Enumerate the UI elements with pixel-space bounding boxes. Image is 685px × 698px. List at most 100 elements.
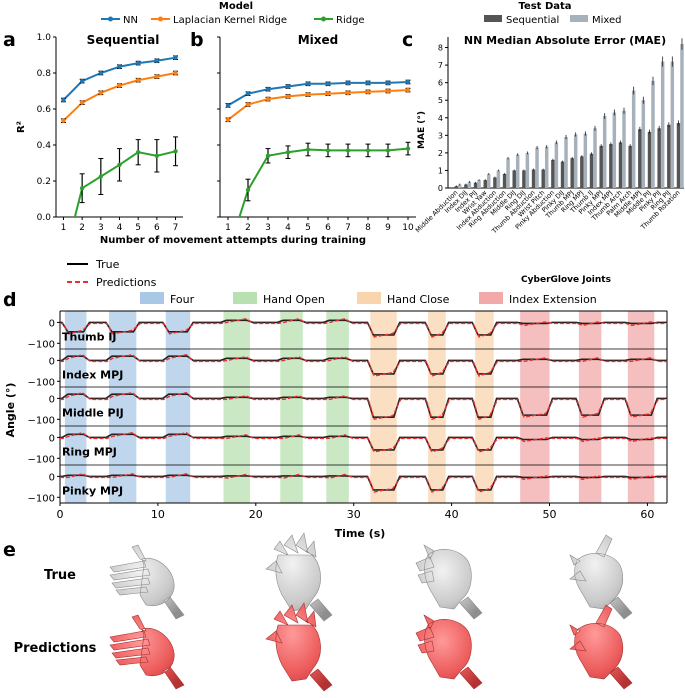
- data-point: [245, 91, 251, 96]
- x-tick-label: 5: [135, 223, 141, 233]
- bar-sequential: [560, 161, 565, 188]
- bar-mixed: [535, 147, 539, 188]
- bar-mixed: [660, 61, 665, 189]
- bar-mixed: [651, 80, 655, 188]
- legend-four-swatch: [140, 292, 164, 304]
- data-point: [385, 88, 391, 94]
- data-point: [405, 146, 411, 151]
- x-tick-label: 5: [305, 223, 311, 233]
- data-point: [135, 78, 141, 83]
- bar-mixed: [583, 133, 588, 188]
- data-point: [365, 89, 371, 95]
- bar-mixed: [641, 100, 646, 188]
- legend-true-label: True: [95, 258, 120, 271]
- y-tick-label: −100: [28, 377, 55, 388]
- data-point: [365, 148, 371, 153]
- bar-mixed: [602, 116, 607, 188]
- x-tick-label: 2: [245, 223, 251, 233]
- legend-index-swatch: [479, 292, 503, 304]
- data-point: [154, 153, 160, 158]
- prediction-trace: [60, 432, 667, 453]
- bar-sequential: [580, 156, 584, 188]
- legend-open-label: Hand Open: [263, 293, 325, 306]
- hand-pred-index: [569, 604, 633, 690]
- y-tick-label: 7: [438, 61, 443, 70]
- bar-sequential: [541, 169, 545, 188]
- joint-row-thumb-ij: 0 −100 Thumb IJ: [28, 318, 667, 350]
- data-point: [173, 149, 178, 154]
- gesture-span-hand-close: [370, 311, 397, 503]
- joint-label: Ring MPJ: [62, 446, 117, 459]
- series-laplacian-kernel-ridge: [225, 87, 411, 123]
- bar-sequential: [667, 124, 671, 188]
- bar-sequential: [493, 177, 497, 188]
- y-tick-label: 0: [49, 433, 55, 444]
- joint-label: Index MPJ: [62, 369, 123, 382]
- x-tick-label: 8: [365, 223, 371, 233]
- x-tick-label: 40: [445, 508, 459, 521]
- legend-ridge-marker: [321, 16, 326, 22]
- prediction-trace: [60, 391, 667, 421]
- bar-mixed: [525, 152, 530, 188]
- bar-sequential: [618, 142, 623, 188]
- x-tick-label: 10: [151, 508, 165, 521]
- row-label-true: True: [44, 568, 76, 583]
- legend-nn-label: NN: [123, 15, 138, 26]
- series-line: [227, 81, 409, 107]
- data-point: [225, 103, 231, 108]
- x-tick-label: 4: [117, 223, 123, 233]
- bar-mixed: [506, 158, 510, 188]
- joint-row-pinky-mpj: 0 −100 Pinky MPJ: [28, 464, 667, 504]
- gesture-span-index-extension: [627, 311, 655, 503]
- x-tick-label: 50: [543, 508, 557, 521]
- true-trace: [60, 433, 667, 451]
- legend-lkr-label: Laplacian Kernel Ridge: [173, 15, 287, 26]
- y-tick-label: 3: [438, 131, 443, 140]
- data-point: [135, 150, 141, 155]
- bar-sequential: [464, 184, 468, 188]
- time-axis-label: Time (s): [335, 527, 386, 540]
- x-tick-label: 4: [285, 223, 291, 233]
- hand-pred-open: [265, 602, 333, 692]
- legend-four-label: Four: [170, 293, 195, 306]
- bar-mixed: [554, 142, 559, 188]
- legend-sequential-swatch: [484, 15, 502, 22]
- model-legend: Model NN Laplacian Kernel Ridge Ridge: [101, 1, 365, 26]
- legend-index-label: Index Extension: [509, 293, 597, 306]
- hand-pred-four: [109, 614, 185, 690]
- series-nn: [60, 55, 179, 103]
- model-legend-title: Model: [219, 1, 253, 12]
- legend-ridge-label: Ridge: [336, 15, 365, 26]
- gesture-span-index-extension: [520, 311, 550, 503]
- bar-mixed: [670, 61, 675, 189]
- bar-mixed: [680, 44, 684, 188]
- bar-mixed: [593, 128, 597, 188]
- data-point: [345, 90, 351, 96]
- data-point: [245, 187, 251, 193]
- bar-sequential: [638, 129, 642, 188]
- series-line: [238, 147, 409, 217]
- data-point: [345, 148, 351, 153]
- data-point: [285, 150, 291, 155]
- bar-sequential: [647, 131, 652, 188]
- data-point: [305, 81, 311, 87]
- y-tick-label: −100: [28, 493, 55, 504]
- data-point: [173, 70, 178, 76]
- bar-mixed: [496, 170, 501, 188]
- hand-true-four: [109, 544, 185, 620]
- cyberglove-axis-label: CyberGlove Joints: [521, 275, 611, 285]
- gesture-span-four: [64, 311, 87, 503]
- data-point: [117, 83, 122, 88]
- gesture-span-hand-open: [223, 311, 250, 503]
- x-tick-label: 3: [98, 223, 104, 233]
- data-point: [98, 90, 104, 96]
- data-point: [79, 186, 85, 191]
- data-point: [117, 162, 122, 167]
- data-point: [265, 96, 271, 102]
- panel-label-c: c: [402, 29, 413, 51]
- joint-label: Pinky MPJ: [62, 485, 123, 498]
- data-point: [98, 70, 104, 76]
- y-tick-label: 0: [49, 394, 55, 405]
- panel-a-sequential-chart: Sequential R² 1 2 3 4 5 6 7 0.0 0.2 0.4 0.6 0.8 1.0: [16, 33, 183, 233]
